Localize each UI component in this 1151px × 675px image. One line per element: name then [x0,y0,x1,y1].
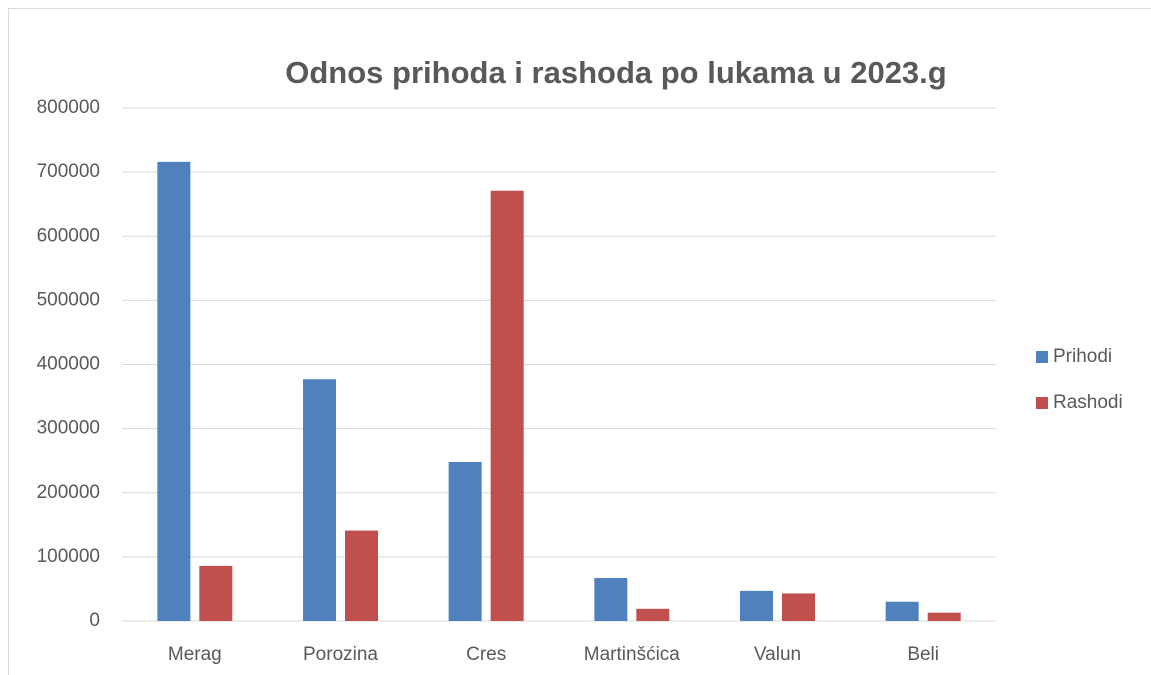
y-tick-label: 500000 [37,289,100,310]
x-tick-label: Martinšćica [584,644,681,665]
legend-label: Rashodi [1053,392,1123,413]
y-tick-label: 0 [89,610,100,631]
bar [490,190,524,621]
chart-title: Odnos prihoda i rashoda po lukama u 2023… [285,55,946,90]
bar [303,379,336,621]
bar [448,461,482,621]
bar [782,593,815,621]
bar [157,161,191,622]
bar [927,612,961,621]
x-tick-label: Merag [168,644,222,665]
y-tick-label: 800000 [37,97,100,118]
bar [345,530,378,621]
x-tick-label: Beli [907,644,939,665]
bar [199,565,233,621]
chart-border [8,8,1151,675]
legend-swatch [1036,351,1048,363]
y-tick-label: 700000 [37,161,100,182]
y-tick-label: 300000 [37,418,100,439]
bar [594,578,628,621]
y-tick-label: 200000 [37,482,100,503]
legend-label: Prihodi [1053,346,1112,367]
y-tick-label: 100000 [37,546,100,567]
bar [885,601,919,621]
y-tick-label: 400000 [37,354,100,375]
x-tick-label: Valun [754,644,801,665]
bar [740,590,773,621]
x-tick-label: Porozina [303,644,378,665]
legend-swatch [1036,397,1048,409]
bar [636,608,670,621]
y-tick-label: 600000 [37,225,100,246]
x-tick-label: Cres [466,644,506,665]
